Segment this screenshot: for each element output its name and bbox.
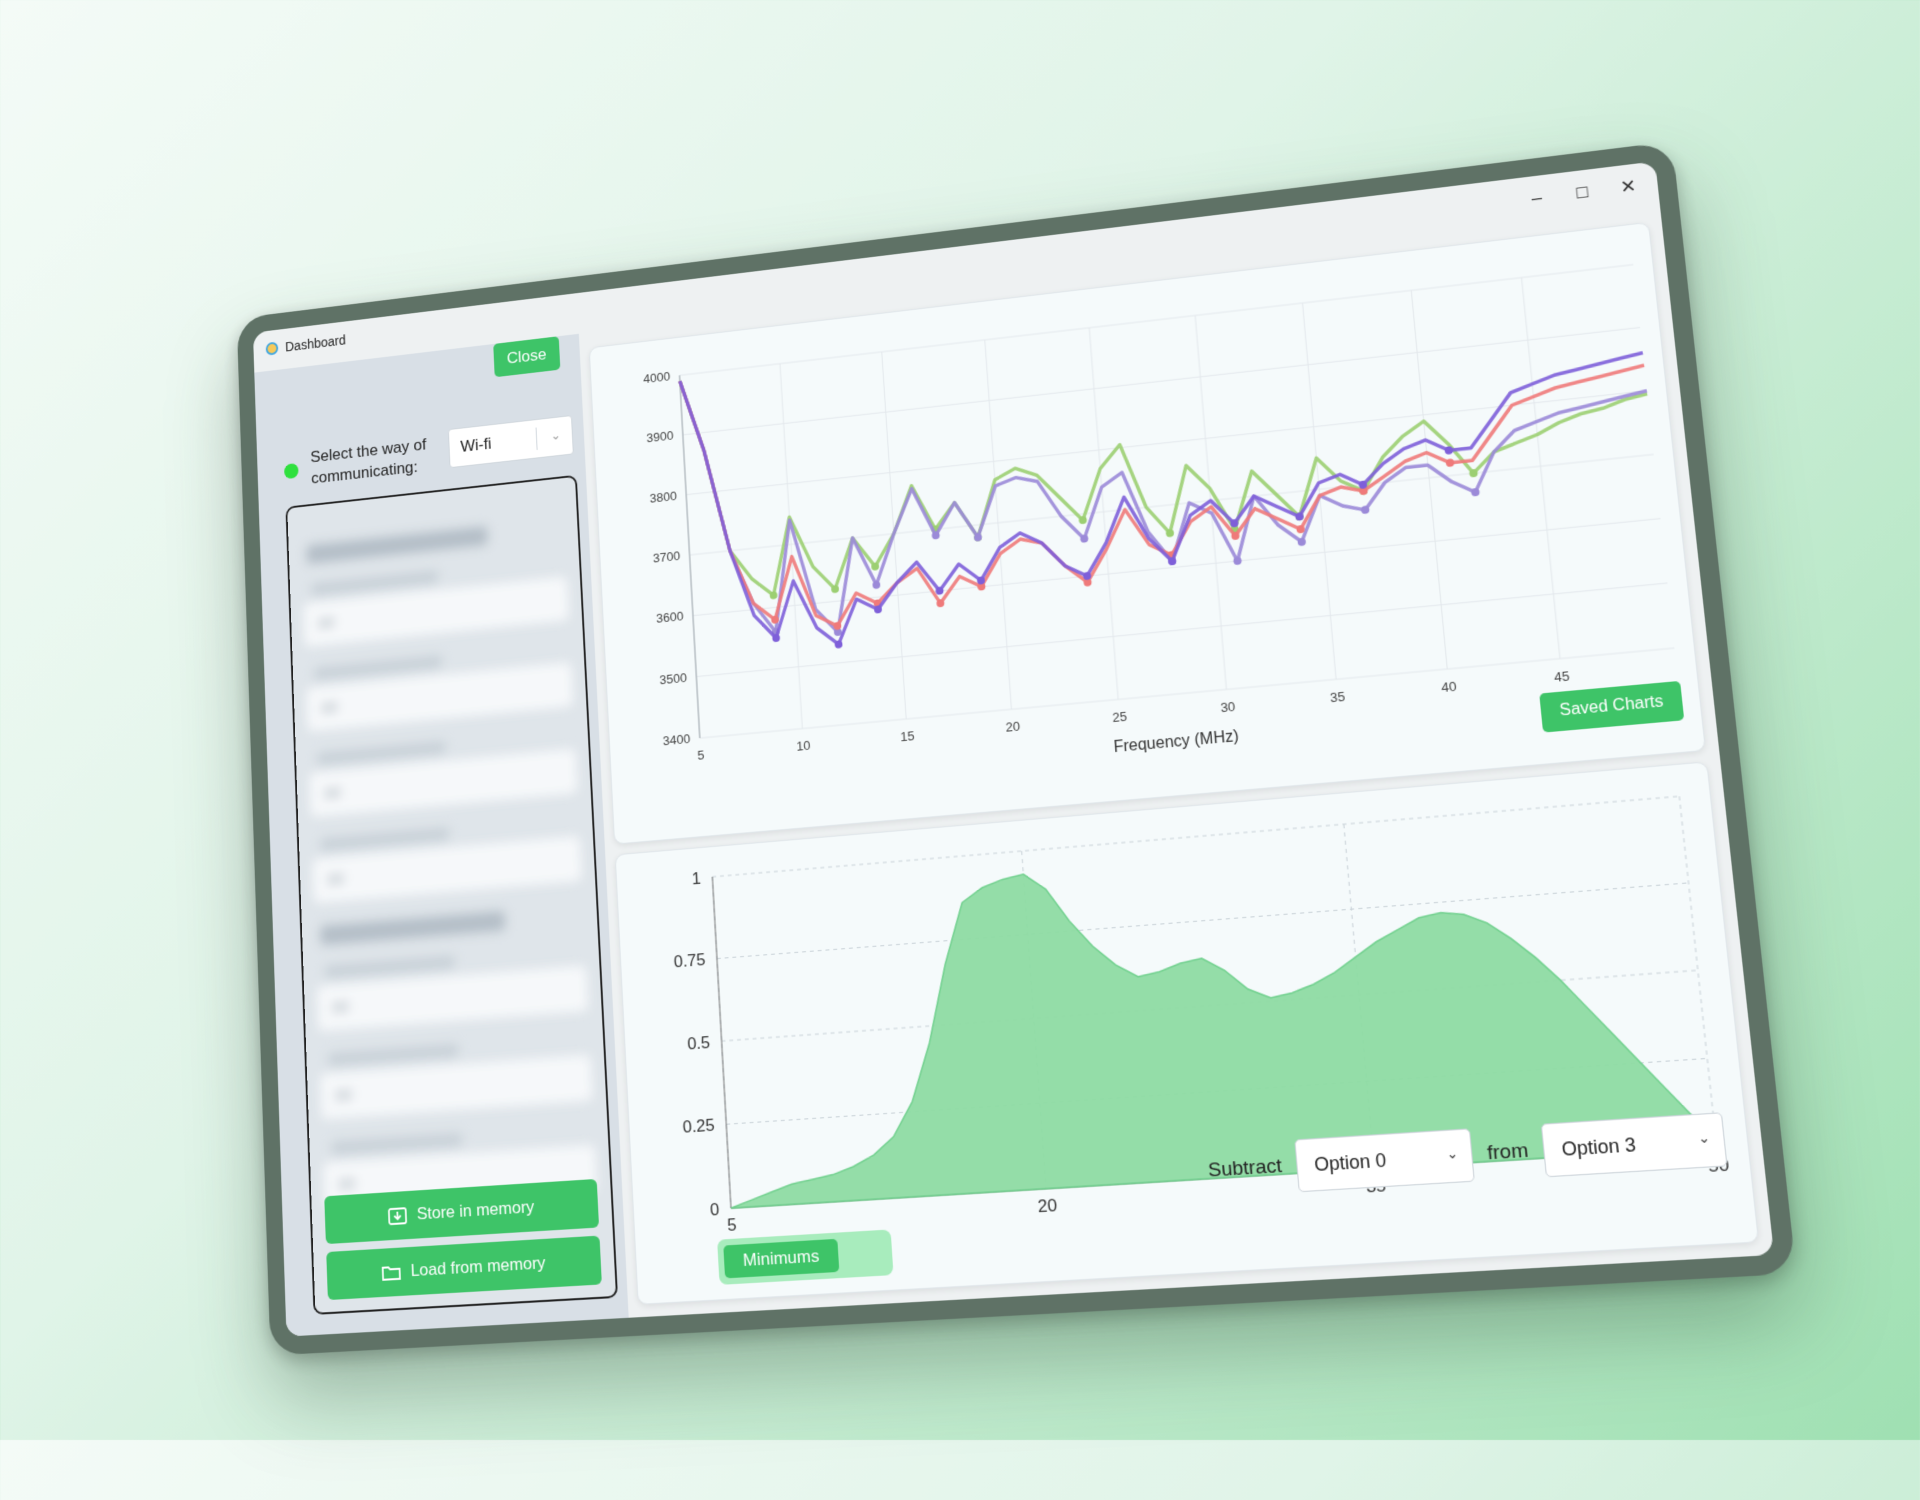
y-gridline — [700, 648, 1675, 738]
communication-select-value: Wi-fi — [460, 434, 492, 456]
chevron-down-icon: ⌄ — [1445, 1145, 1459, 1162]
subtract-label: Subtract — [1207, 1155, 1283, 1182]
window-title: Dashboard — [284, 332, 346, 355]
blurred-label — [320, 827, 450, 851]
title-area: Dashboard — [265, 332, 346, 356]
frequency-chart-panel: 5 10 15 20 25 30 35 40 45 3400 3500 3600 3700 3800 390… — [588, 221, 1707, 845]
blurred-label — [328, 1044, 459, 1066]
minimum-point — [977, 582, 986, 591]
x-tick-label: 5 — [727, 1216, 737, 1235]
main-content: 5 10 15 20 25 30 35 40 45 3400 3500 3600 3700 3800 390… — [588, 221, 1760, 1305]
x-tick-label: 20 — [1005, 719, 1021, 735]
minimums-chart-panel: 520355000.250.50.751 Subtract Option 0 ⌄… — [614, 761, 1760, 1305]
area-series — [714, 820, 1717, 1208]
y-tick-label: 3900 — [646, 429, 674, 446]
configuration-panel: Store in memory Load from memory — [285, 474, 619, 1315]
y-gridline — [683, 327, 1640, 434]
y-axis — [712, 877, 731, 1208]
y-tick-label: 1 — [691, 870, 701, 889]
blurred-configuration-form — [287, 477, 609, 1209]
close-icon[interactable]: ✕ — [1619, 175, 1638, 198]
y-tick-label: 0.5 — [687, 1034, 711, 1054]
y-tick-label: 3500 — [659, 670, 687, 687]
minimum-point — [1080, 534, 1089, 543]
minimum-point — [1082, 571, 1092, 581]
x-tick-label: 30 — [1220, 699, 1236, 715]
x-axis-label: Frequency (MHz) — [1113, 727, 1239, 756]
from-option-select[interactable]: Option 3 ⌄ — [1540, 1112, 1728, 1178]
minimum-point — [976, 576, 986, 585]
y-tick-label: 3600 — [656, 609, 684, 626]
blurred-heading — [320, 910, 506, 946]
close-button[interactable]: Close — [493, 336, 561, 378]
series-line-4 — [680, 271, 1665, 658]
subtract-option-value: Option 0 — [1313, 1149, 1388, 1176]
select-separator — [535, 427, 538, 450]
from-label: from — [1486, 1139, 1530, 1165]
y-tick-label: 0.25 — [682, 1117, 715, 1137]
x-tick-label: 45 — [1553, 668, 1570, 685]
x-tick-label: 10 — [796, 738, 811, 754]
x-tick-label: 5 — [697, 748, 705, 763]
blurred-label — [325, 956, 455, 978]
stage: Dashboard – □ ✕ Close Select the way of … — [55, 0, 1920, 1500]
from-option-value: Option 3 — [1560, 1134, 1637, 1161]
y-tick-label: 3400 — [663, 731, 691, 748]
connection-status-indicator — [283, 462, 299, 480]
load-from-memory-button[interactable]: Load from memory — [326, 1235, 602, 1301]
y-gridline — [690, 454, 1654, 555]
tablet-frame: Dashboard – □ ✕ Close Select the way of … — [236, 141, 1797, 1356]
download-tray-icon — [387, 1205, 408, 1226]
series-line-2 — [680, 271, 1664, 646]
subtract-option-select[interactable]: Option 0 ⌄ — [1294, 1128, 1475, 1193]
y-tick-label: 3800 — [649, 488, 677, 505]
frequency-line-chart: 5 10 15 20 25 30 35 40 45 3400 3500 3600 3700 3800 390… — [643, 223, 1705, 763]
x-gridline — [1522, 278, 1560, 659]
minimums-toggle[interactable]: Minimums — [717, 1229, 894, 1285]
communication-label: Select the way of communicating: — [310, 435, 427, 488]
y-tick-label: 0 — [710, 1201, 720, 1220]
x-tick-label: 40 — [1441, 679, 1458, 696]
minimum-point — [1078, 515, 1088, 525]
x-gridline — [1411, 290, 1447, 669]
store-in-memory-label: Store in memory — [416, 1197, 535, 1224]
minimize-icon[interactable]: – — [1530, 187, 1543, 208]
maximize-icon[interactable]: □ — [1575, 181, 1589, 203]
x-tick-label: 25 — [1112, 709, 1128, 725]
blurred-heading — [306, 526, 488, 565]
chevron-down-icon: ⌄ — [550, 427, 562, 443]
app-logo-icon — [265, 341, 279, 356]
blurred-label — [317, 741, 446, 765]
load-from-memory-label: Load from memory — [410, 1253, 546, 1281]
x-gridline — [985, 340, 1012, 709]
y-gridline — [693, 519, 1661, 616]
chevron-down-icon: ⌄ — [1697, 1129, 1711, 1147]
x-tick-label: 35 — [1330, 689, 1346, 705]
minimum-point — [1083, 577, 1092, 587]
minimums-area-chart: 520355000.250.50.751 — [673, 762, 1730, 1235]
minimums-button[interactable]: Minimums — [723, 1238, 840, 1279]
x-gridline — [1679, 796, 1716, 1147]
blurred-input — [319, 1054, 593, 1120]
y-tick-label: 4000 — [643, 369, 671, 386]
folder-icon — [380, 1262, 401, 1283]
x-tick-label: 20 — [1037, 1197, 1058, 1217]
communication-select[interactable]: Wi-fi ⌄ — [447, 415, 574, 469]
sidebar: Close Select the way of communicating: W… — [254, 333, 629, 1337]
x-tick-label: 15 — [900, 729, 915, 745]
y-gridline — [717, 883, 1689, 959]
y-tick-label: 0.75 — [673, 952, 706, 972]
y-tick-label: 3700 — [653, 549, 681, 566]
blurred-label — [331, 1133, 463, 1155]
app-window: Dashboard – □ ✕ Close Select the way of … — [252, 161, 1775, 1337]
series-line-3 — [680, 271, 1663, 640]
